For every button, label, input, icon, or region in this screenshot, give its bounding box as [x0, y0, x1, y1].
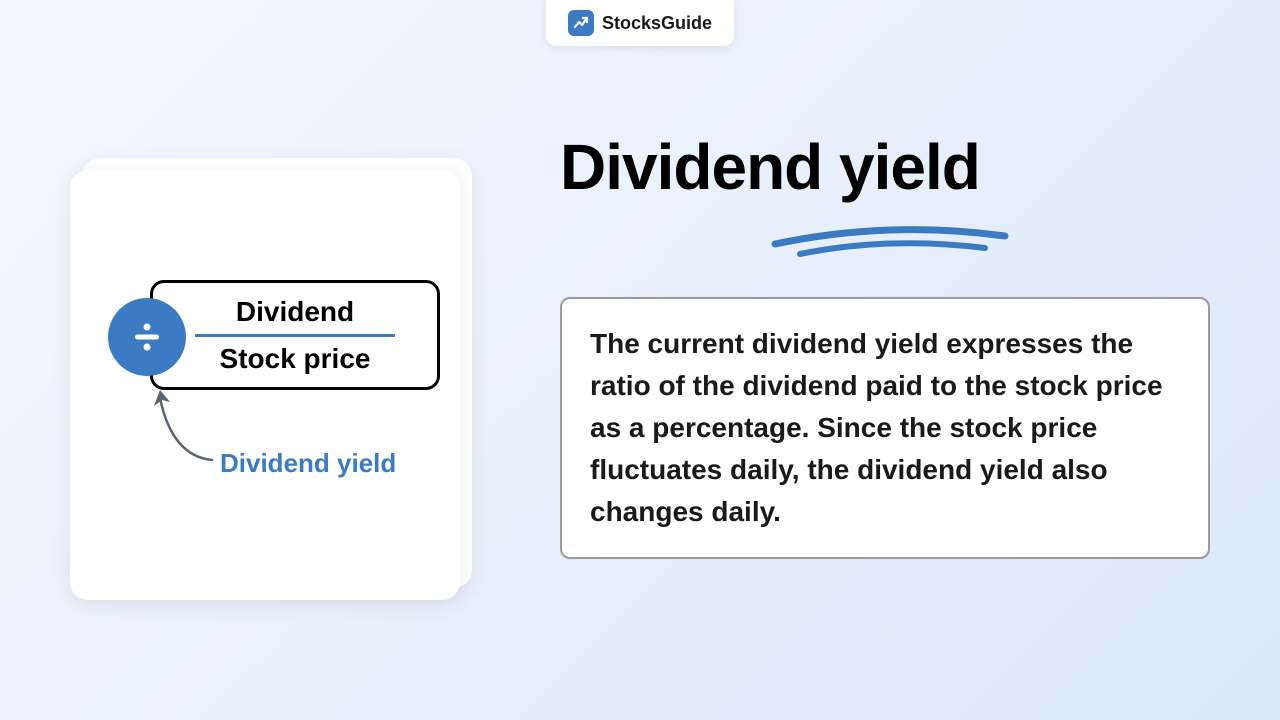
formula-container: Dividend Stock price [150, 280, 440, 390]
formula-denominator: Stock price [220, 343, 371, 375]
content-panel: Dividend yield The current dividend yiel… [560, 130, 1220, 559]
formula-annotation-label: Dividend yield [220, 448, 396, 479]
formula-numerator: Dividend [236, 296, 354, 328]
definition-container: The current dividend yield expresses the… [560, 297, 1210, 559]
brand-badge: StocksGuide [546, 0, 734, 46]
annotation-arrow-icon [142, 378, 222, 468]
underline-swoosh-icon [560, 222, 1220, 267]
page-title: Dividend yield [560, 130, 1220, 204]
divide-icon [108, 298, 186, 376]
brand-name: StocksGuide [602, 13, 712, 34]
card-main-layer: Dividend Stock price Dividend yield [70, 170, 460, 600]
definition-text: The current dividend yield expresses the… [590, 323, 1180, 533]
formula-card: Dividend Stock price Dividend yield [70, 170, 460, 600]
chart-up-icon [568, 10, 594, 36]
formula-fraction-line [195, 334, 395, 337]
